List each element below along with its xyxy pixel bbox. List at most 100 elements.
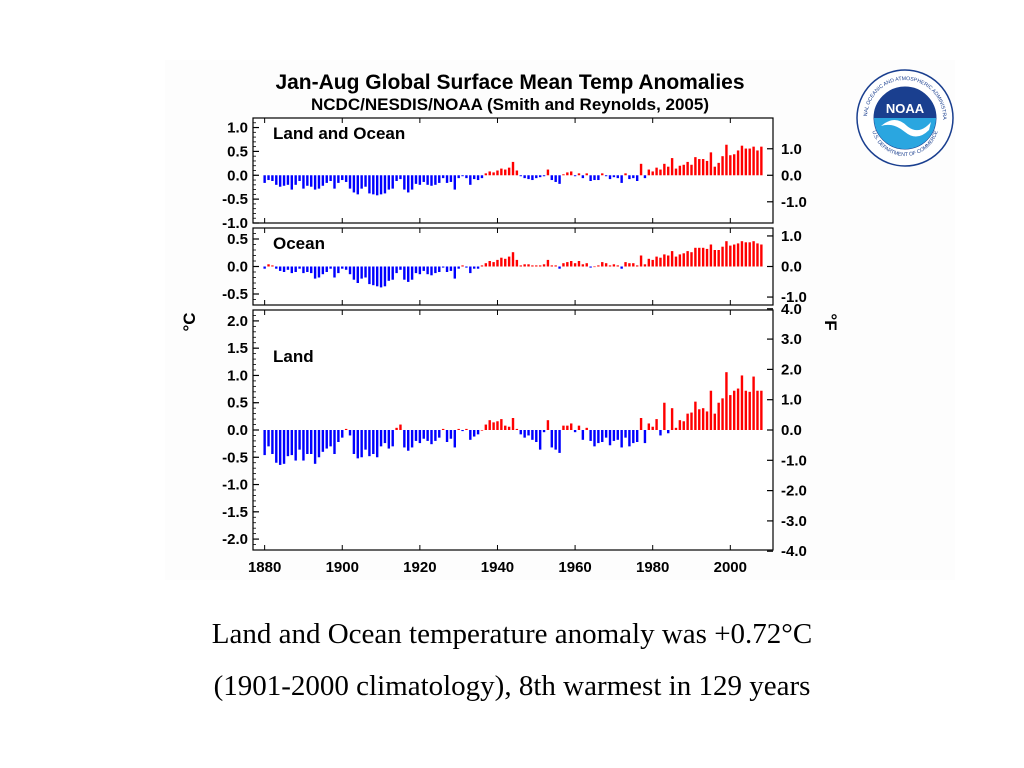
bar [267,264,270,267]
x-tick-label: 1980 [636,559,669,576]
bar [302,430,305,461]
bar [639,418,643,430]
y-axis-label-right: °F [821,313,840,330]
bar [325,266,328,272]
bar [632,175,635,179]
bar [542,175,546,177]
bar [407,175,410,193]
bar [410,430,414,448]
bar [391,430,394,447]
bar [632,263,635,267]
bar [492,422,495,430]
bar [686,413,689,430]
bar [430,430,433,445]
bar [263,266,266,269]
bar [317,175,321,189]
bar [581,430,585,440]
bar [585,263,588,267]
bar [286,266,290,270]
bar [441,428,445,430]
bar [744,148,748,176]
bar [670,158,674,176]
bar [635,175,639,181]
bar [492,172,495,176]
bar [449,175,453,182]
bar [570,171,573,176]
tick-label-left: 1.0 [227,120,248,137]
bar [476,430,480,435]
bar [445,266,449,272]
bar [383,430,387,444]
bar [550,265,554,267]
tick-label-left: -0.5 [222,191,248,208]
bar [732,390,736,430]
x-tick-label: 2000 [714,559,747,576]
bar [438,430,441,438]
bar [744,242,748,267]
bar [504,169,507,176]
bar [275,430,278,463]
bar [628,175,631,180]
bar [372,266,375,286]
bar [453,430,456,448]
bar [364,266,367,278]
bar [488,420,491,430]
bar [341,175,344,181]
bar [368,175,371,194]
bar [387,266,391,281]
bar [651,171,654,176]
bar [608,265,612,267]
bar [531,175,534,181]
bar [709,390,713,430]
bar [278,266,282,271]
bar [387,175,391,190]
bar [375,266,379,287]
tick-label-left: -2.0 [222,531,248,548]
bar [740,375,744,430]
bar [686,161,689,176]
y-axis-label-left: °C [180,312,199,331]
bar [690,412,693,430]
bar [573,175,577,177]
bar [372,175,375,195]
bar [597,265,600,267]
bar [317,430,321,458]
bar [290,175,294,190]
bar [298,175,301,181]
bar [306,266,309,272]
bar [476,175,480,181]
bar [601,262,604,267]
bar [379,430,383,447]
bar [461,430,464,432]
bar [663,254,666,267]
bar [647,423,651,430]
tick-label-left: -1.5 [222,504,248,521]
bar [635,265,639,267]
bar [531,430,534,440]
bar [612,430,616,441]
noaa-logo: NOAA NATIONAL OCEANIC AND ATMOSPHERIC AD… [853,64,955,168]
tick-label-right: 2.0 [781,361,802,378]
bar [321,266,325,275]
bar [484,173,488,176]
bar [635,430,639,442]
bar [535,430,538,442]
bar [399,266,402,270]
bar [500,257,503,267]
bar [647,169,651,176]
bar [725,241,728,267]
bar [682,164,685,176]
bar [705,411,709,430]
bar [628,263,631,267]
bar [601,430,604,442]
bar [554,430,557,450]
bar [542,264,546,267]
bar [608,175,612,180]
bar [368,430,371,457]
bar [410,175,414,190]
bar [628,430,631,447]
bar [593,266,596,268]
bar [632,430,635,444]
bar [352,175,356,193]
tick-label-right: 0.0 [781,167,802,184]
